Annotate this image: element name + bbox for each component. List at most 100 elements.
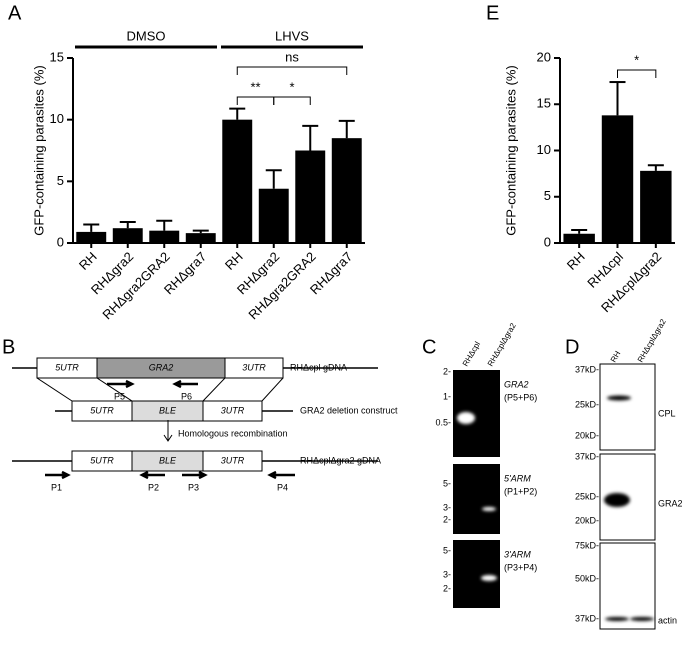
bar	[258, 188, 289, 243]
blot-label: GRA2	[658, 498, 682, 508]
lane-label: RH	[609, 349, 623, 364]
segment-label: BLE	[159, 405, 177, 415]
significance-label: *	[289, 79, 294, 94]
segment-label: 3UTR	[242, 362, 266, 372]
blot	[599, 363, 656, 451]
size-marker: 37kD-	[575, 451, 599, 461]
size-marker: 75kD-	[575, 540, 599, 550]
primer-arrow	[267, 470, 295, 480]
gene-segment	[224, 357, 284, 379]
gel-label: 3'ARM	[504, 549, 531, 559]
size-marker: 5-	[443, 478, 451, 488]
bar	[295, 150, 326, 243]
bar	[331, 138, 362, 243]
gel-band	[481, 575, 497, 581]
blot-band	[605, 617, 629, 621]
bar	[149, 230, 180, 243]
size-marker: 1-	[443, 391, 451, 401]
y-tick-label: 10	[50, 111, 64, 126]
panel-label: A	[8, 2, 22, 24]
size-marker: 37kD-	[575, 364, 599, 374]
y-tick-label: 0	[57, 234, 64, 249]
lane-label: RHΔcplΔgra2	[636, 317, 668, 364]
size-marker: 37kD-	[575, 613, 599, 623]
primer-label: P6	[181, 391, 192, 401]
blot-band	[607, 395, 631, 401]
significance-bracket	[236, 96, 275, 105]
blot-band	[604, 493, 630, 507]
y-tick-label: 20	[537, 49, 551, 64]
panel-label: B	[2, 336, 15, 358]
gel	[453, 540, 500, 608]
blot-label: CPL	[658, 408, 676, 418]
segment-label: 5UTR	[90, 405, 114, 415]
gel-primers: (P1+P2)	[504, 486, 537, 496]
segment-label: 3UTR	[221, 455, 245, 465]
primer-arrow	[139, 470, 165, 480]
size-marker: 0.5-	[435, 417, 451, 427]
size-marker: 3-	[443, 569, 451, 579]
primer-arrow	[45, 470, 71, 480]
bar	[222, 119, 253, 243]
y-tick-label: 10	[537, 142, 551, 157]
significance-bracket	[273, 96, 311, 105]
bar	[601, 115, 634, 243]
gel-band	[482, 507, 496, 511]
significance-label: ns	[285, 49, 299, 64]
lane-label: RHΔcplΔgra2	[486, 321, 518, 368]
y-tick-label: 5	[544, 188, 551, 203]
row-label: RHΔcpl gDNA	[290, 362, 347, 372]
panel-label: C	[422, 336, 436, 358]
gel-label: GRA2	[504, 379, 529, 389]
segment-label: GRA2	[149, 362, 174, 372]
significance-label: **	[250, 79, 260, 94]
crossover-line	[36, 377, 73, 402]
panel-label: D	[565, 336, 579, 358]
size-marker: 2-	[443, 514, 451, 524]
crossover-line	[202, 377, 226, 402]
row-label: RHΔcplΔgra2 gDNA	[300, 455, 381, 465]
crossover-line	[96, 377, 133, 402]
y-tick-label: 15	[537, 96, 551, 111]
bar	[185, 233, 216, 243]
gene-segment	[202, 450, 263, 472]
y-tick-label: 15	[50, 49, 64, 64]
segment-label: 5UTR	[55, 362, 79, 372]
gel-label: 5'ARM	[504, 473, 531, 483]
blot	[599, 542, 656, 630]
row-label: GRA2 deletion construct	[300, 405, 398, 415]
size-marker: 2-	[443, 583, 451, 593]
bar	[112, 228, 143, 243]
primer-label: P4	[277, 482, 288, 492]
bar	[640, 170, 672, 243]
size-marker: 2-	[443, 366, 451, 376]
x-tick-label: RH	[564, 249, 588, 273]
segment-label: BLE	[159, 455, 177, 465]
group-label: DMSO	[127, 28, 166, 43]
arrow	[163, 420, 173, 442]
significance-bracket	[236, 66, 348, 75]
size-marker: 5-	[443, 545, 451, 555]
size-marker: 25kD-	[575, 491, 599, 501]
y-axis-label: GFP-containing parasites (%)	[31, 65, 46, 236]
gel-primers: (P3+P4)	[504, 562, 537, 572]
significance-label: *	[634, 52, 639, 67]
primer-arrow	[172, 379, 198, 389]
lane-label: RHΔcpl	[461, 340, 482, 368]
gel-band	[457, 412, 475, 424]
size-marker: 20kD-	[575, 515, 599, 525]
group-label: LHVS	[275, 28, 309, 43]
bar	[76, 231, 107, 243]
primer-arrow	[182, 470, 208, 480]
x-tick-label: RH	[222, 249, 246, 273]
significance-bracket	[617, 69, 657, 78]
size-marker: 20kD-	[575, 430, 599, 440]
size-marker: 50kD-	[575, 573, 599, 583]
x-tick-label: RH	[76, 249, 100, 273]
gene-segment	[202, 400, 263, 422]
bar	[563, 233, 595, 243]
blot-band	[630, 617, 654, 621]
primer-label: P1	[51, 482, 62, 492]
panel-label: E	[486, 2, 499, 24]
